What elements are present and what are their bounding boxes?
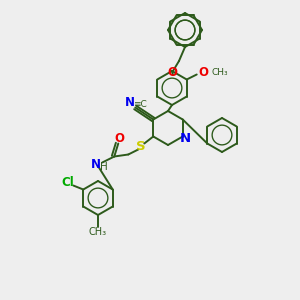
Text: CH₃: CH₃ <box>89 227 107 237</box>
Text: O: O <box>199 66 209 79</box>
Text: Cl: Cl <box>61 176 74 189</box>
Text: O: O <box>114 132 124 145</box>
Text: S: S <box>136 140 146 153</box>
Text: H: H <box>100 161 108 172</box>
Text: N: N <box>180 132 191 145</box>
Text: N: N <box>91 158 101 171</box>
Text: N: N <box>125 96 135 109</box>
Text: CH₃: CH₃ <box>212 68 228 77</box>
Text: O: O <box>167 67 177 80</box>
Text: ≡C: ≡C <box>134 100 147 109</box>
